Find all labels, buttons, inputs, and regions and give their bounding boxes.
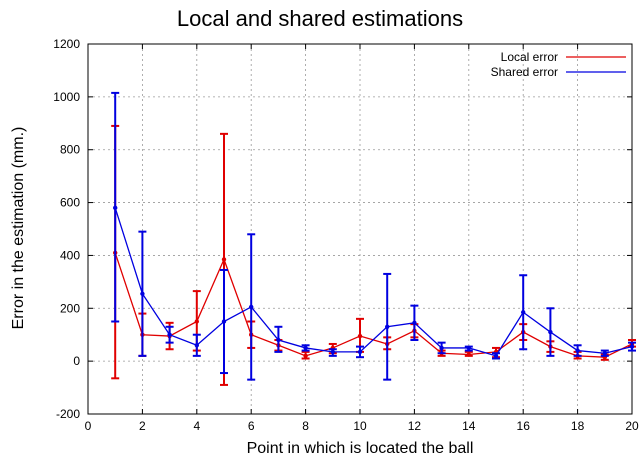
x-tick-label: 2 bbox=[139, 419, 146, 433]
data-point bbox=[303, 353, 308, 359]
data-point bbox=[357, 333, 363, 339]
data-point bbox=[493, 353, 499, 359]
data-point bbox=[221, 319, 227, 324]
data-point bbox=[385, 324, 390, 329]
series-line-1 bbox=[114, 207, 633, 357]
data-point bbox=[194, 343, 199, 348]
series-line-0 bbox=[114, 252, 633, 358]
data-point bbox=[466, 352, 471, 357]
y-tick-label: 1200 bbox=[53, 37, 80, 51]
data-point bbox=[521, 310, 526, 315]
x-tick-label: 14 bbox=[462, 419, 476, 433]
data-point bbox=[249, 304, 254, 310]
y-tick-label: 1000 bbox=[53, 90, 80, 104]
data-point bbox=[548, 329, 553, 335]
data-point bbox=[602, 351, 607, 356]
data-point bbox=[276, 337, 281, 343]
y-tick-label: 0 bbox=[73, 354, 80, 368]
data-point bbox=[303, 345, 308, 351]
x-tick-label: 10 bbox=[353, 419, 367, 433]
legend-label-0: Local error bbox=[501, 50, 558, 64]
x-tick-label: 12 bbox=[408, 419, 422, 433]
data-point bbox=[221, 257, 227, 262]
chart-title: Local and shared estimations bbox=[176, 6, 464, 31]
data-point bbox=[194, 319, 199, 324]
y-tick-label: -200 bbox=[56, 407, 80, 421]
x-tick-label: 4 bbox=[193, 419, 200, 433]
legend-label-1: Shared error bbox=[491, 65, 558, 79]
y-axis-label: Error in the estimation (mm.) bbox=[10, 126, 27, 330]
x-axis-label: Point in which is located the ball bbox=[246, 440, 474, 457]
data-point bbox=[629, 344, 635, 349]
data-point bbox=[357, 349, 363, 355]
data-point bbox=[330, 349, 335, 355]
y-tick-label: 800 bbox=[60, 143, 80, 157]
data-point bbox=[113, 205, 118, 211]
y-tick-label: 400 bbox=[60, 248, 80, 262]
data-point bbox=[439, 345, 444, 351]
data-point bbox=[167, 332, 172, 337]
x-tick-label: 16 bbox=[517, 419, 531, 433]
x-tick-label: 0 bbox=[85, 419, 92, 433]
y-tick-label: 600 bbox=[60, 196, 80, 210]
x-tick-label: 6 bbox=[248, 419, 255, 433]
data-point bbox=[140, 291, 145, 296]
y-tick-label: 200 bbox=[60, 301, 80, 315]
data-point bbox=[466, 345, 471, 351]
x-tick-label: 8 bbox=[302, 419, 309, 433]
x-tick-label: 18 bbox=[571, 419, 585, 433]
data-point bbox=[412, 320, 417, 326]
x-tick-label: 20 bbox=[625, 419, 639, 433]
data-point bbox=[575, 348, 580, 353]
